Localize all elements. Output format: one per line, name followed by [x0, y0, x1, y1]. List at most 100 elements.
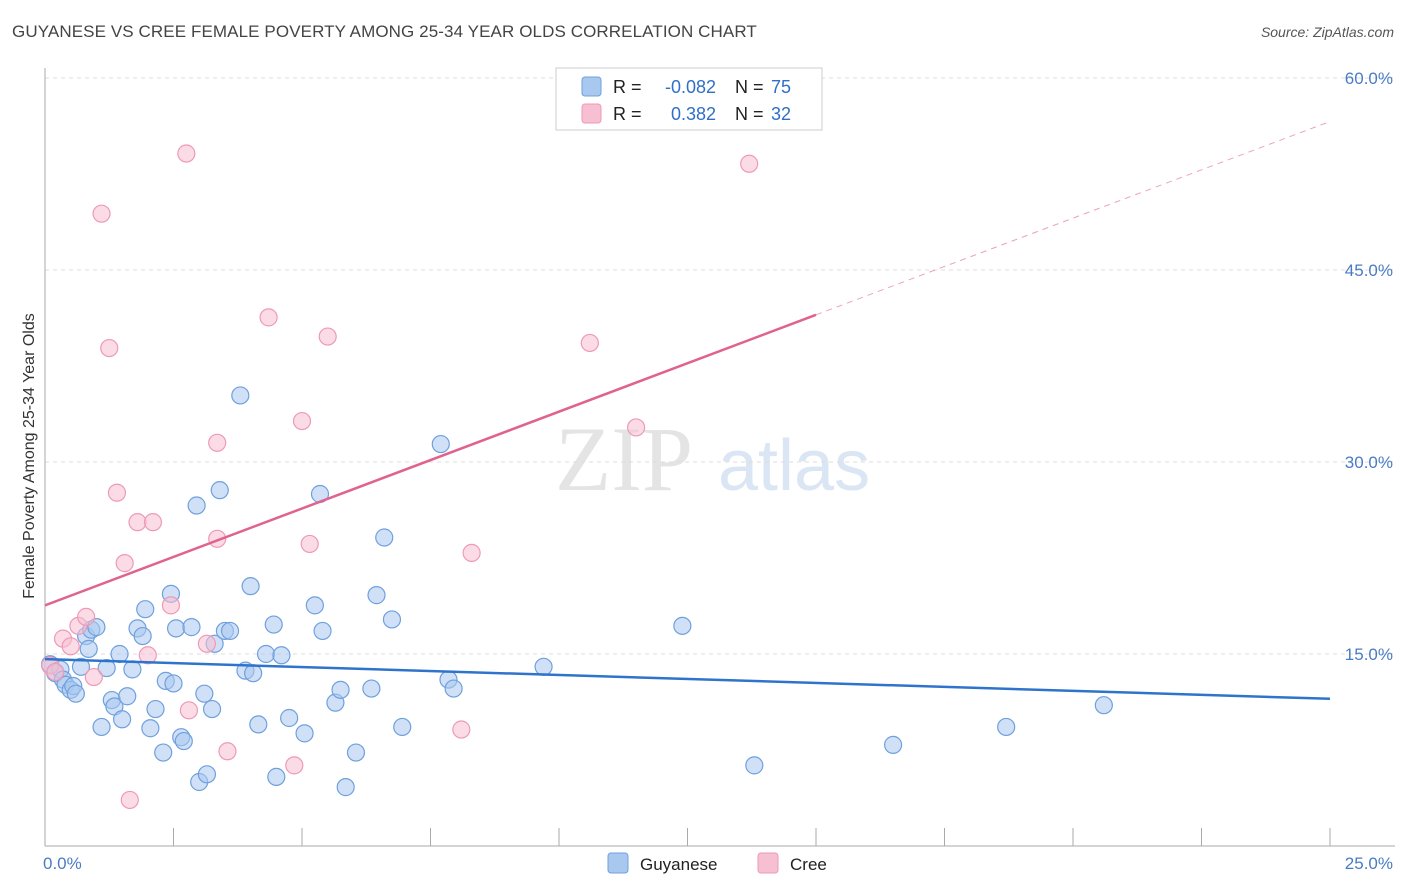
- bottom-swatch-cree: [757, 852, 779, 874]
- gridlines: [45, 77, 1395, 655]
- legend-r-value-1: -0.082: [665, 77, 716, 97]
- guyanese-point: [110, 644, 129, 664]
- guyanese-point: [195, 684, 214, 703]
- guyanese-point: [375, 528, 394, 547]
- cree-trend-extension: [815, 121, 1331, 316]
- y-axis-label: Female Poverty Among 25-34 Year Olds: [21, 313, 38, 599]
- cree-point: [61, 637, 80, 656]
- guyanese-point: [305, 596, 324, 615]
- cree-point: [452, 720, 471, 739]
- chart-title: GUYANESE VS CREE FEMALE POVERTY AMONG 25…: [12, 22, 757, 41]
- y-tick-label: 15.0%: [1345, 645, 1393, 664]
- x-tick-label: 0.0%: [43, 854, 82, 873]
- guyanese-point: [174, 731, 193, 751]
- cree-point: [300, 534, 319, 554]
- guyanese-point: [166, 619, 186, 638]
- cree-point: [580, 333, 599, 353]
- guyanese-point: [313, 621, 332, 641]
- guyanese-point: [267, 767, 286, 786]
- legend-swatch-guyanese: [581, 76, 602, 97]
- guyanese-point: [336, 778, 355, 797]
- legend-n-value-2: 32: [771, 104, 791, 124]
- x-tick-labels: 0.0% 25.0%: [43, 854, 1393, 873]
- guyanese-point: [202, 699, 222, 719]
- legend-n-label-2: N =: [735, 104, 764, 124]
- guyanese-point: [249, 715, 268, 734]
- guyanese-point: [367, 586, 386, 605]
- cree-point: [107, 483, 127, 502]
- guyanese-point: [141, 719, 160, 738]
- guyanese-point: [264, 615, 283, 634]
- guyanese-point: [241, 577, 260, 596]
- guyanese-point: [997, 717, 1016, 737]
- trend-lines: [44, 121, 1331, 701]
- cree-point: [92, 204, 111, 223]
- y-tick-label: 60.0%: [1345, 69, 1393, 88]
- legend-r-value-2: 0.382: [671, 104, 716, 124]
- guyanese-point: [431, 434, 450, 454]
- y-tick-labels: 15.0% 30.0% 45.0% 60.0%: [1345, 69, 1393, 664]
- guyanese-point: [154, 743, 173, 762]
- cree-point: [46, 662, 65, 682]
- cree-point: [740, 154, 759, 173]
- guyanese-point: [66, 684, 85, 703]
- cree-point: [208, 433, 227, 452]
- legend-n-label-1: N =: [735, 77, 764, 97]
- bottom-swatch-guyanese: [607, 852, 629, 874]
- cree-point: [120, 790, 139, 810]
- guyanese-point: [71, 657, 91, 676]
- guyanese-point: [745, 756, 764, 775]
- cree-trend-line: [44, 313, 817, 607]
- guyanese-point: [197, 765, 217, 784]
- guyanese-point: [673, 616, 692, 635]
- y-tick-label: 30.0%: [1345, 453, 1393, 472]
- guyanese-point: [393, 717, 412, 737]
- cree-point: [128, 513, 147, 532]
- guyanese-point: [382, 610, 402, 629]
- guyanese-trend-line: [44, 657, 1331, 701]
- guyanese-point: [534, 657, 553, 676]
- cree-point: [161, 596, 181, 615]
- cree-point: [197, 634, 217, 653]
- y-tick-label: 45.0%: [1345, 261, 1393, 280]
- cree-point: [179, 701, 199, 720]
- guyanese-point: [362, 679, 381, 698]
- cree-point: [115, 554, 134, 573]
- cree-point: [143, 513, 163, 532]
- cree-point: [218, 742, 237, 761]
- guyanese-point: [187, 496, 206, 515]
- guyanese-point: [444, 679, 463, 698]
- guyanese-point: [164, 674, 183, 693]
- guyanese-point: [1094, 696, 1113, 715]
- cree-point: [177, 144, 196, 163]
- cree-point: [318, 327, 337, 346]
- guyanese-point: [883, 735, 903, 754]
- axes: [44, 68, 1395, 847]
- watermark-zip: ZIP: [555, 408, 693, 510]
- cree-points: [41, 144, 759, 810]
- guyanese-point: [256, 644, 276, 664]
- guyanese-point: [123, 660, 142, 679]
- cree-point: [626, 418, 646, 437]
- guyanese-point: [79, 639, 98, 658]
- x-tick-label: 25.0%: [1345, 854, 1393, 873]
- source-note: Source: ZipAtlas.com: [1260, 24, 1394, 40]
- cree-point: [292, 411, 312, 431]
- cree-point: [462, 543, 481, 562]
- guyanese-point: [280, 708, 299, 728]
- guyanese-point: [231, 386, 250, 405]
- cree-point: [285, 756, 304, 775]
- guyanese-point: [346, 743, 366, 762]
- series-legend: Guyanese Cree: [607, 852, 827, 874]
- guyanese-point: [112, 710, 132, 729]
- guyanese-point: [146, 699, 165, 719]
- guyanese-point: [97, 658, 116, 678]
- guyanese-point: [136, 600, 155, 619]
- guyanese-point: [182, 618, 201, 637]
- guyanese-point: [92, 717, 111, 737]
- correlation-legend: R = -0.082 N = 75 R = 0.382 N = 32: [555, 67, 823, 131]
- guyanese-point: [331, 680, 350, 699]
- guyanese-point: [210, 481, 229, 500]
- legend-swatch-cree: [581, 103, 602, 124]
